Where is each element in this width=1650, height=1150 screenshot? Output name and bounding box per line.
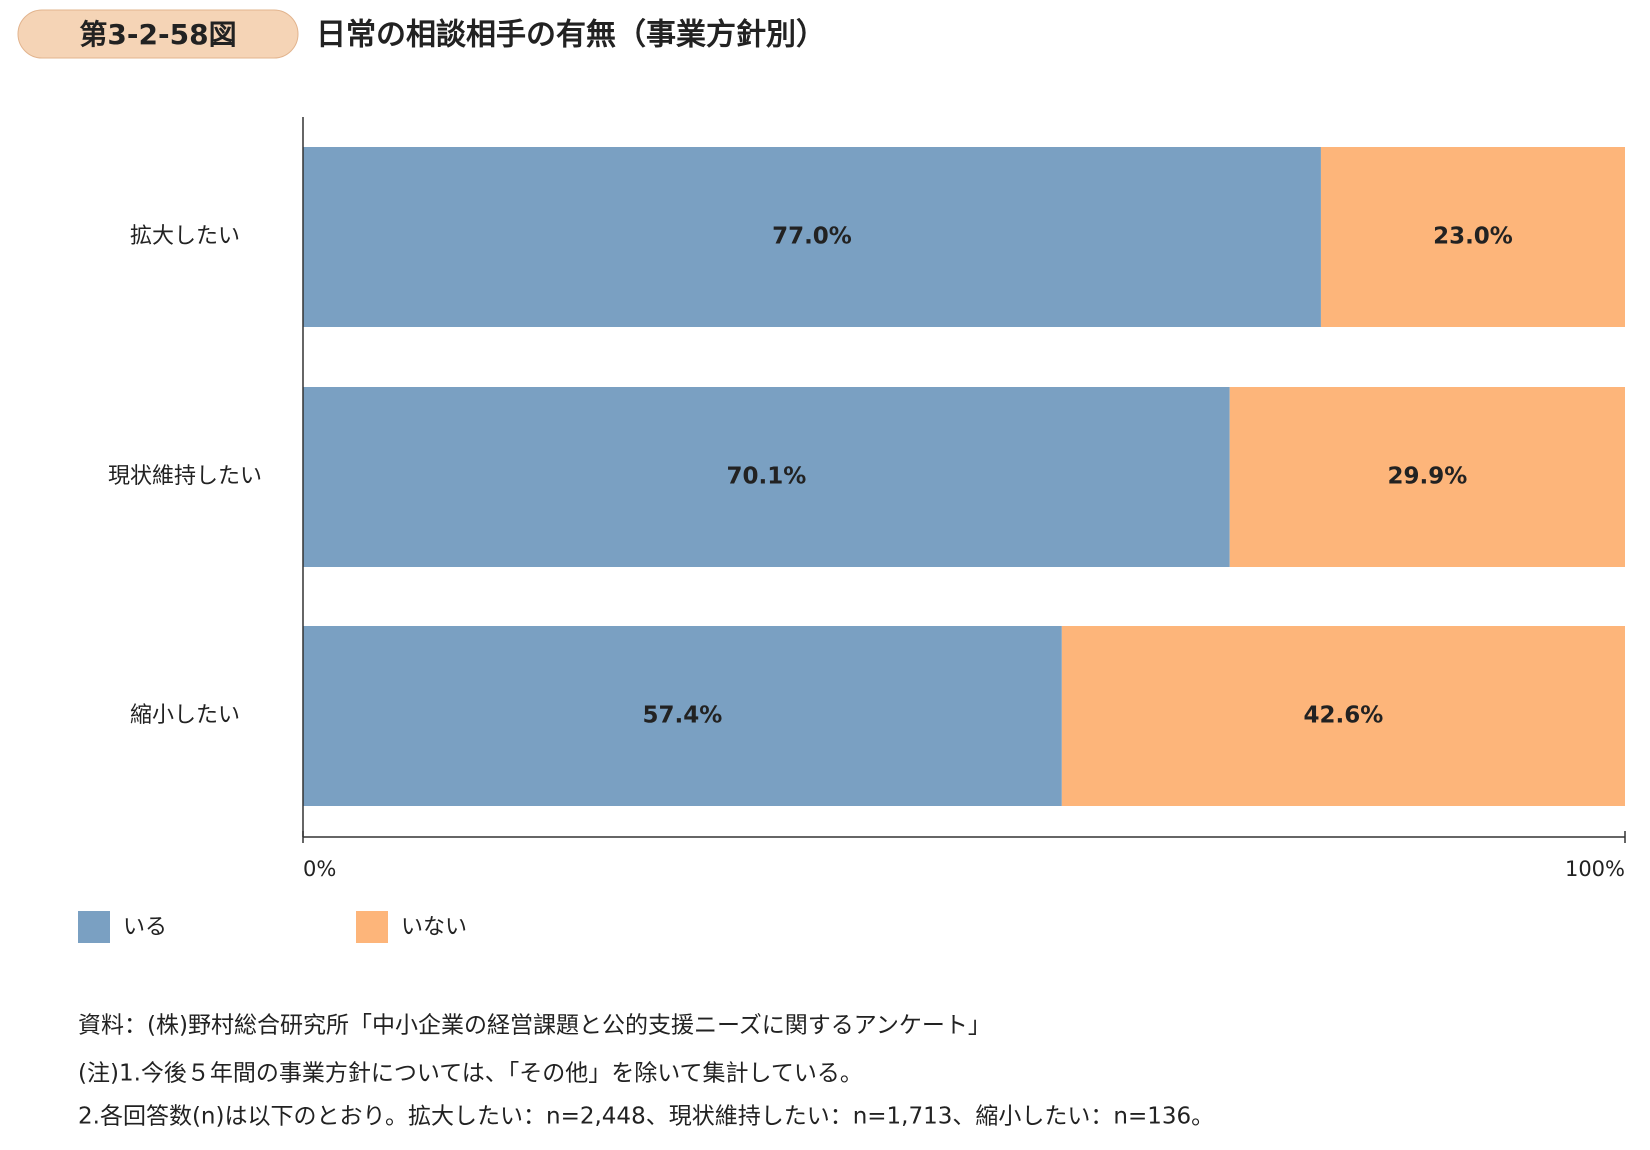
bar-segment [303, 147, 1321, 327]
legend-swatch [78, 911, 110, 943]
value-label: 42.6% [1304, 703, 1384, 729]
figure-badge [17, 9, 299, 59]
x-tick-label: 0% [303, 857, 336, 881]
figure-label: 第3-2-58図 [79, 18, 236, 51]
note: (注)1.今後５年間の事業方針については、「その他」を除いて集計している。 [78, 1061, 863, 1087]
bar-segment [303, 387, 1230, 567]
legend-swatch [356, 911, 388, 943]
legend-label: いない [401, 915, 467, 940]
value-label: 57.4% [643, 703, 723, 729]
value-label: 70.1% [726, 464, 806, 490]
value-label: 77.0% [772, 224, 852, 250]
legend-label: いる [123, 915, 167, 940]
value-label: 29.9% [1387, 464, 1467, 490]
bar-segment [1061, 626, 1625, 806]
chart-title: 日常の相談相手の有無（事業方針別） [316, 18, 826, 53]
bar-segment [1320, 147, 1625, 327]
bar-segment [303, 626, 1062, 806]
note: 資料：(株)野村総合研究所「中小企業の経営課題と公的支援ニーズに関するアンケート… [78, 1013, 991, 1039]
x-tick-label: 100% [1565, 857, 1625, 881]
value-label: 23.0% [1433, 224, 1513, 250]
category-label: 拡大したい [130, 224, 240, 249]
category-label: 現状維持したい [108, 464, 262, 489]
bar-segment [1229, 387, 1625, 567]
category-label: 縮小したい [130, 703, 240, 728]
note: 2.各回答数(n)は以下のとおり。拡大したい：n=2,448、現状維持したい：n… [78, 1104, 1214, 1130]
